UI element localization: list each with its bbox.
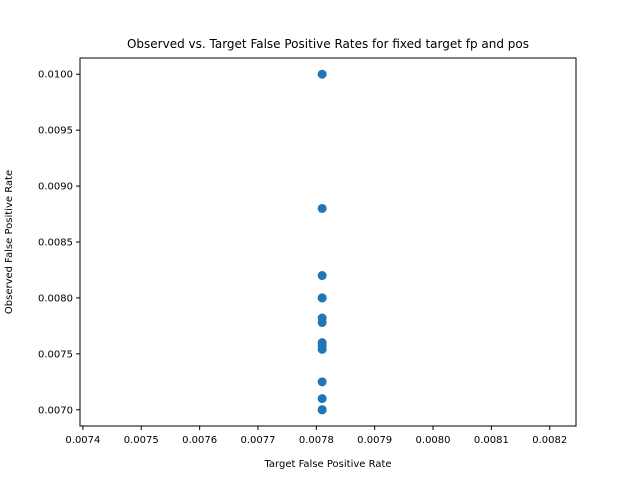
x-axis-label: Target False Positive Rate: [263, 459, 391, 470]
data-point: [317, 394, 327, 404]
y-tick-label: 0.0085: [38, 238, 73, 249]
data-point: [317, 69, 327, 79]
data-point: [317, 344, 327, 354]
y-tick-label: 0.0075: [38, 349, 73, 360]
y-tick-label: 0.0070: [38, 405, 73, 416]
x-tick-label: 0.0075: [124, 435, 159, 446]
x-tick-label: 0.0074: [65, 435, 100, 446]
y-axis-ticks: 0.0070 0.0075 0.0080 0.0085 0.0090 0.0095 0.01…: [38, 70, 80, 416]
y-tick-label: 0.0095: [38, 126, 73, 137]
plot-area-frame: [79, 57, 577, 427]
x-tick-label: 0.0078: [299, 435, 334, 446]
x-tick-label: 0.0082: [532, 435, 567, 446]
data-point: [317, 405, 327, 415]
chart-title: Observed vs. Target False Positive Rates…: [127, 37, 529, 51]
y-tick-label: 0.0100: [38, 70, 73, 81]
x-tick-label: 0.0076: [182, 435, 217, 446]
data-point: [317, 318, 327, 328]
y-tick-label: 0.0090: [38, 182, 73, 193]
data-point: [317, 203, 327, 213]
x-tick-label: 0.0080: [416, 435, 451, 446]
x-tick-label: 0.0079: [357, 435, 392, 446]
data-point: [317, 271, 327, 281]
x-tick-label: 0.0081: [474, 435, 509, 446]
x-axis-ticks: 0.0074 0.0075 0.0076 0.0077 0.0078 0.0079 0.00…: [65, 426, 567, 446]
data-point: [317, 293, 327, 303]
y-tick-label: 0.0080: [38, 293, 73, 304]
points-layer: [317, 69, 327, 415]
y-axis-label: Observed False Positive Rate: [4, 170, 15, 314]
data-point: [317, 377, 327, 387]
x-tick-label: 0.0077: [240, 435, 275, 446]
